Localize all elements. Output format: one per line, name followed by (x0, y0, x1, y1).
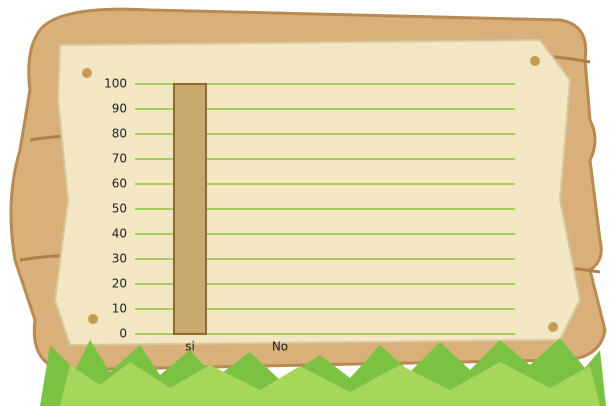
y-tick-label: 20 (112, 277, 127, 291)
y-tick-label: 100 (104, 77, 127, 91)
y-tick-label: 30 (112, 252, 127, 266)
y-tick-label: 0 (119, 327, 127, 341)
x-tick-label: si (185, 340, 195, 354)
x-tick-label: No (272, 340, 288, 354)
y-tick-label: 40 (112, 227, 127, 241)
y-tick-label: 10 (112, 302, 127, 316)
grass (40, 338, 606, 406)
y-tick-label: 90 (112, 102, 127, 116)
y-tick-label: 60 (112, 177, 127, 191)
y-tick-label: 50 (112, 202, 127, 216)
bar (173, 83, 207, 335)
y-tick-label: 70 (112, 152, 127, 166)
wood-sign (9, 7, 607, 372)
plot-area: 0 10 20 30 40 50 60 70 80 90 100 si No (104, 77, 515, 354)
y-tick-label: 80 (112, 127, 127, 141)
